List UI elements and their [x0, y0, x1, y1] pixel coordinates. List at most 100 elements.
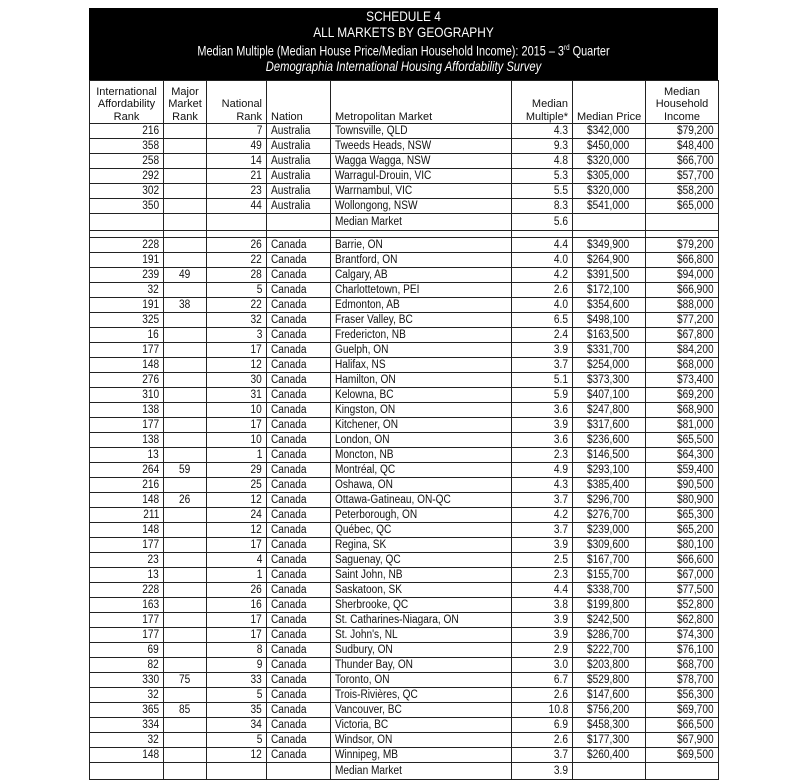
- cell-national-rank: 33: [206, 672, 267, 688]
- national-rank-text: 9: [256, 658, 262, 671]
- cell-major-rank: [163, 213, 207, 231]
- table-row: 177 17 Canada St. Catharines-Niagara, ON 3.9…: [89, 612, 719, 628]
- cell-median-multiple: 6.7: [511, 672, 573, 688]
- cell-major-rank: [163, 168, 207, 184]
- intl-rank-text: 330: [142, 673, 159, 686]
- cell-major-rank: [163, 342, 207, 358]
- household-income-text: $80,100: [677, 538, 714, 551]
- median-multiple-text: 3.9: [553, 628, 568, 641]
- metro-market-text: Sherbrooke, QC: [335, 598, 409, 611]
- markets-table: International Affordability Rank Major M…: [89, 80, 719, 780]
- median-market-value: 3.9: [553, 764, 568, 777]
- median-multiple-text: 5.9: [553, 388, 568, 401]
- cell-intl-rank: 32: [89, 282, 164, 298]
- median-multiple-text: 4.0: [553, 298, 568, 311]
- cell-median-multiple: 3.9: [511, 537, 573, 553]
- nation-text: Canada: [271, 703, 307, 716]
- cell-metro-market: Hamilton, ON: [330, 372, 512, 388]
- household-income-text: $66,700: [677, 154, 714, 167]
- median-price-text: $373,300: [587, 373, 630, 386]
- median-price-text: $296,700: [587, 493, 630, 506]
- household-income-text: $84,200: [677, 343, 714, 356]
- median-multiple-text: 9.3: [553, 139, 568, 152]
- median-multiple-text: 4.2: [553, 508, 568, 521]
- cell-household-income: $62,800: [645, 612, 719, 628]
- cell-major-rank: [163, 612, 207, 628]
- cell-national-rank: 5: [206, 732, 267, 748]
- table-row: 358 49 Australia Tweeds Heads, NSW 9.3 $450,0…: [89, 138, 719, 154]
- intl-rank-text: 264: [142, 463, 159, 476]
- intl-rank-text: 258: [142, 154, 159, 167]
- survey-name: Demographia International Housing Afford…: [265, 58, 542, 75]
- cell-metro-market: Sudbury, ON: [330, 642, 512, 658]
- schedule-title: ALL MARKETS BY GEOGRAPHY: [313, 23, 494, 40]
- cell-major-rank: [163, 582, 207, 598]
- cell-intl-rank: 276: [89, 372, 164, 388]
- intl-rank-text: 350: [142, 199, 159, 212]
- cell-household-income: $52,800: [645, 597, 719, 613]
- cell-nation: Australia: [266, 138, 331, 154]
- nation-text: Canada: [271, 448, 307, 461]
- cell-median-price: $305,000: [572, 168, 646, 184]
- median-market-label: Median Market: [335, 764, 402, 777]
- nation-text: Canada: [271, 628, 307, 641]
- schedule-document: SCHEDULE 4 ALL MARKETS BY GEOGRAPHY Medi…: [89, 8, 719, 780]
- cell-major-rank: [163, 417, 207, 433]
- cell-metro-market: Barrie, ON: [330, 237, 512, 253]
- col-national-rank: National Rank: [206, 80, 267, 124]
- national-rank-text: 23: [250, 184, 262, 197]
- cell-metro-market: Kingston, ON: [330, 402, 512, 418]
- metro-market-text: Wollongong, NSW: [335, 199, 418, 212]
- cell-major-rank: [163, 552, 207, 568]
- cell-median-multiple: 3.7: [511, 357, 573, 373]
- cell-major-rank: [163, 252, 207, 268]
- nation-text: Canada: [271, 643, 307, 656]
- national-rank-text: 24: [250, 508, 262, 521]
- intl-rank-text: 23: [147, 553, 159, 566]
- cell-median-price: $385,400: [572, 477, 646, 493]
- household-income-text: $65,000: [677, 199, 714, 212]
- cell-national-rank: 35: [206, 702, 267, 718]
- median-price-text: $450,000: [587, 139, 630, 152]
- cell-median-multiple: 3.0: [511, 657, 573, 673]
- national-rank-text: 5: [256, 688, 262, 701]
- cell-national-rank: 17: [206, 537, 267, 553]
- cell-metro-market: Toronto, ON: [330, 672, 512, 688]
- table-row: 228 26 Canada Barrie, ON 4.4 $349,900 $79,200: [89, 237, 719, 253]
- cell-nation: Canada: [266, 432, 331, 448]
- cell-national-rank: [206, 762, 267, 780]
- cell-intl-rank: 211: [89, 507, 164, 523]
- table-row: 69 8 Canada Sudbury, ON 2.9 $222,700 $76,100: [89, 642, 719, 658]
- cell-metro-market: Saguenay, QC: [330, 552, 512, 568]
- nation-text: Canada: [271, 568, 307, 581]
- cell-median-price: $317,600: [572, 417, 646, 433]
- cell-median-price: $320,000: [572, 153, 646, 169]
- cell-nation: Canada: [266, 252, 331, 268]
- cell-median-multiple: 3.9: [511, 627, 573, 643]
- national-rank-text: 12: [250, 748, 262, 761]
- median-price-text: $331,700: [587, 343, 630, 356]
- nation-text: Canada: [271, 418, 307, 431]
- major-rank-text: 75: [178, 673, 190, 686]
- cell-national-rank: 24: [206, 507, 267, 523]
- table-row: 258 14 Australia Wagga Wagga, NSW 4.8 $320,00…: [89, 153, 719, 169]
- metro-market-text: Edmonton, AB: [335, 298, 400, 311]
- median-multiple-text: 3.6: [553, 403, 568, 416]
- household-income-text: $68,900: [677, 403, 714, 416]
- empty-cell: [330, 230, 512, 238]
- intl-rank-text: 148: [142, 358, 159, 371]
- median-multiple-text: 10.8: [548, 703, 568, 716]
- national-rank-text: 21: [250, 169, 262, 182]
- cell-median-multiple: 3.6: [511, 402, 573, 418]
- cell-nation: [266, 762, 331, 780]
- cell-household-income: $57,700: [645, 168, 719, 184]
- cell-national-rank: [206, 213, 267, 231]
- national-rank-text: 34: [250, 718, 262, 731]
- cell-major-rank: [163, 237, 207, 253]
- cell-intl-rank: 177: [89, 342, 164, 358]
- col-nation: Nation: [266, 80, 331, 124]
- cell-major-rank: [163, 138, 207, 154]
- cell-household-income: $66,500: [645, 717, 719, 733]
- cell-household-income: $66,700: [645, 153, 719, 169]
- cell-intl-rank: 365: [89, 702, 164, 718]
